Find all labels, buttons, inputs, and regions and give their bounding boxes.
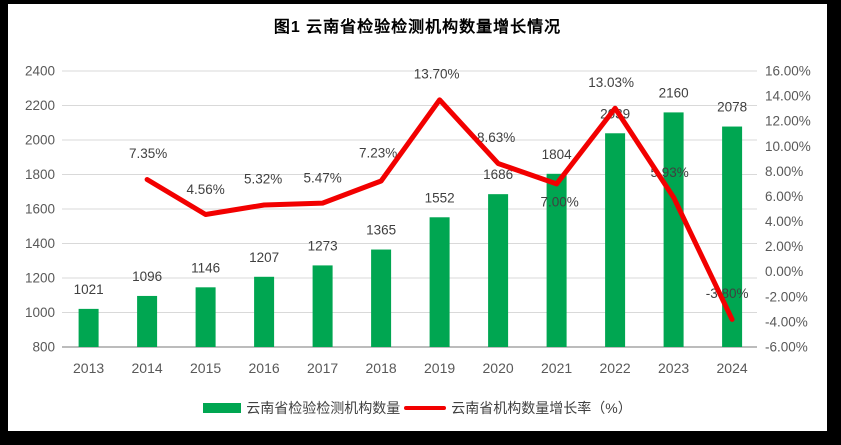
bar-series-swatch xyxy=(203,403,242,413)
bar-2015 xyxy=(195,287,216,347)
bar-value-label: 1686 xyxy=(483,167,513,182)
right-axis-tick: 2.00% xyxy=(765,239,803,254)
right-axis-tick: 6.00% xyxy=(765,189,803,204)
bar-value-label: 1804 xyxy=(542,147,573,162)
x-axis-category-label: 2018 xyxy=(366,360,397,376)
right-axis-tick: 16.00% xyxy=(765,64,811,79)
left-axis-tick: 1600 xyxy=(25,202,55,217)
left-axis-tick: 2200 xyxy=(25,98,55,113)
bar-value-label: 1552 xyxy=(425,190,455,205)
right-axis-tick: 10.00% xyxy=(765,139,811,154)
bar-value-label: 1207 xyxy=(249,250,279,265)
bar-value-label: 1021 xyxy=(74,282,104,297)
chart-legend: 云南省检验检测机构数量 云南省机构数量增长率（%） xyxy=(8,398,827,418)
x-axis-category-label: 2015 xyxy=(190,360,221,376)
legend-label-bars: 云南省检验检测机构数量 xyxy=(246,400,401,416)
bar-value-label: 1365 xyxy=(366,223,396,238)
right-axis-tick: 14.00% xyxy=(765,89,811,104)
bar-value-label: 1273 xyxy=(308,238,338,253)
bar-value-label: 1146 xyxy=(191,260,220,275)
left-axis-tick: 1000 xyxy=(25,305,55,320)
left-axis-tick: 1400 xyxy=(25,236,55,251)
bar-2022 xyxy=(605,133,626,347)
growth-rate-label: 5.47% xyxy=(303,171,341,186)
x-axis-category-label: 2020 xyxy=(483,360,514,376)
bar-value-label: 2160 xyxy=(659,85,689,100)
left-axis-tick: 2000 xyxy=(25,133,55,148)
chart-title: 图1 云南省检验检测机构数量增长情况 xyxy=(273,19,562,36)
growth-rate-label: 7.23% xyxy=(359,146,397,161)
bar-2016 xyxy=(254,276,275,347)
bar-2021 xyxy=(546,173,567,347)
x-axis-category-label: 2019 xyxy=(424,360,455,376)
bar-2020 xyxy=(488,194,509,347)
left-axis-tick: 2400 xyxy=(25,64,55,79)
x-axis-category-label: 2021 xyxy=(541,360,572,376)
growth-rate-line xyxy=(144,97,735,322)
line-series-swatch xyxy=(404,406,447,410)
right-axis-tick: -6.00% xyxy=(765,340,808,355)
growth-rate-label: 8.63% xyxy=(477,130,515,145)
bar-2018 xyxy=(371,249,392,347)
growth-rate-label: 4.56% xyxy=(186,182,224,197)
bar-2014 xyxy=(137,295,158,347)
growth-rate-label: 7.35% xyxy=(129,146,167,161)
bar-value-label: 2078 xyxy=(717,100,747,115)
left-axis-tick: 1800 xyxy=(25,167,55,182)
bar-2019 xyxy=(429,217,450,347)
x-axis-category-label: 2024 xyxy=(717,360,748,376)
chart-frame: 图1 云南省检验检测机构数量增长情况 2400 2200 2000 1800 1600 1… xyxy=(8,4,827,431)
x-axis-category-label: 2023 xyxy=(658,360,689,376)
legend-label-line: 云南省机构数量增长率（%） xyxy=(451,400,632,416)
left-axis-tick: 1200 xyxy=(25,271,55,286)
x-axis-category-label: 2013 xyxy=(73,360,104,376)
x-axis-category-label: 2016 xyxy=(249,360,280,376)
right-axis-tick: 12.00% xyxy=(765,114,811,129)
bar-2013 xyxy=(78,308,99,347)
growth-rate-label: 13.03% xyxy=(588,75,634,90)
growth-rate-label: 5.32% xyxy=(244,171,282,186)
left-axis-tick: 800 xyxy=(32,340,55,355)
x-axis-category-label: 2022 xyxy=(600,360,631,376)
right-axis-tick: 8.00% xyxy=(765,164,803,179)
chart-canvas: 2400 2200 2000 1800 1600 1400 1200 1000 800 16.00… xyxy=(25,64,811,377)
bar-2024 xyxy=(722,126,743,347)
right-axis-tick: 0.00% xyxy=(765,264,803,279)
right-axis-tick: -4.00% xyxy=(765,314,808,329)
growth-rate-label: 13.70% xyxy=(414,66,460,81)
right-axis-tick: -2.00% xyxy=(765,289,808,304)
x-axis-category-label: 2017 xyxy=(307,360,338,376)
bar-value-label: 1096 xyxy=(132,269,162,284)
x-axis-category-label: 2014 xyxy=(132,360,163,376)
right-axis-tick: 4.00% xyxy=(765,214,803,229)
growth-rate-label: 7.00% xyxy=(540,194,578,209)
legend-item-bars: 云南省检验检测机构数量 xyxy=(203,398,400,418)
growth-rate-label: -3.80% xyxy=(706,286,749,301)
legend-item-line: 云南省机构数量增长率（%） xyxy=(404,398,632,418)
bar-2023 xyxy=(663,112,684,348)
bar-2017 xyxy=(312,265,333,347)
